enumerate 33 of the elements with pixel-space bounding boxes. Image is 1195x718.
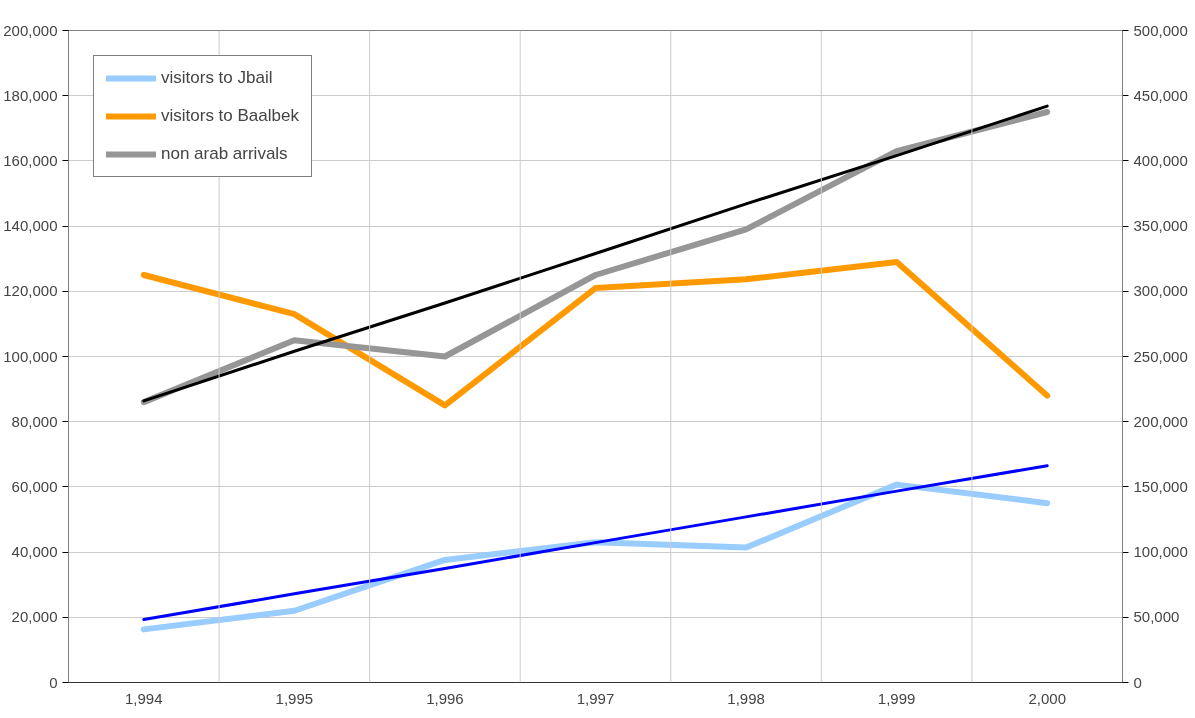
- x-tick-label: 1,999: [877, 689, 916, 707]
- y-tick-label: 40,000: [11, 543, 58, 561]
- y2-tick-label: 0: [1133, 673, 1142, 691]
- x-tick-label: 1,998: [727, 689, 765, 707]
- y2-tick-label: 200,000: [1133, 412, 1188, 430]
- x-tick-label: 1,995: [275, 689, 314, 707]
- y-tick-label: 120,000: [3, 282, 58, 300]
- x-tick-label: 1,997: [576, 689, 615, 707]
- y2-tick-label: 300,000: [1133, 282, 1188, 300]
- y-tick-label: 140,000: [3, 217, 58, 235]
- x-tick-label: 1,994: [125, 689, 163, 707]
- y-tick-label: 180,000: [3, 86, 58, 104]
- y-tick-label: 100,000: [3, 347, 58, 365]
- x-tick-label: 1,996: [426, 689, 464, 707]
- x-tick-label: 2,000: [1028, 689, 1066, 707]
- y-tick-label: 0: [49, 673, 58, 691]
- y-tick-label: 60,000: [11, 477, 58, 495]
- y-tick-label: 160,000: [3, 151, 58, 169]
- y2-tick-label: 350,000: [1133, 217, 1188, 235]
- y-tick-label: 200,000: [3, 21, 58, 39]
- y-tick-label: 80,000: [11, 412, 58, 430]
- legend-label: non arab arrivals: [161, 144, 288, 164]
- y-tick-label: 20,000: [11, 608, 58, 626]
- y2-tick-label: 450,000: [1133, 86, 1188, 104]
- line-series: [142, 464, 1049, 622]
- y2-tick-label: 250,000: [1133, 347, 1188, 365]
- y2-tick-label: 100,000: [1133, 543, 1188, 561]
- legend-label: visitors to Jbail: [161, 68, 273, 88]
- legend-label: visitors to Baalbek: [161, 106, 299, 126]
- y2-tick-label: 50,000: [1133, 608, 1180, 626]
- y2-tick-label: 150,000: [1133, 477, 1188, 495]
- y2-tick-label: 400,000: [1133, 151, 1188, 169]
- y2-tick-label: 500,000: [1133, 21, 1188, 39]
